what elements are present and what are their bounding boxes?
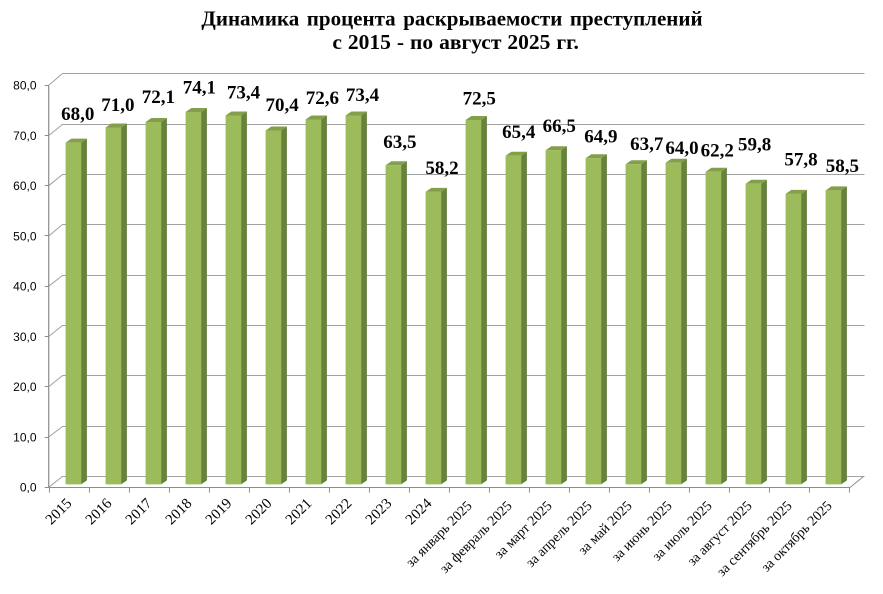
svg-text:58,5: 58,5: [826, 156, 859, 177]
svg-text:73,4: 73,4: [346, 85, 380, 106]
svg-text:60,0: 60,0: [13, 179, 37, 193]
svg-text:20,0: 20,0: [13, 380, 37, 394]
svg-text:66,5: 66,5: [543, 116, 576, 137]
svg-text:63,7: 63,7: [630, 134, 664, 155]
svg-text:63,5: 63,5: [383, 132, 416, 153]
svg-text:62,2: 62,2: [701, 141, 734, 162]
svg-text:80,0: 80,0: [13, 79, 37, 93]
svg-text:с 2015 - по август 2025 гг.: с 2015 - по август 2025 гг.: [332, 30, 578, 54]
svg-text:72,5: 72,5: [463, 88, 496, 109]
svg-text:10,0: 10,0: [13, 430, 37, 444]
svg-text:70,0: 70,0: [13, 129, 37, 143]
svg-text:72,6: 72,6: [306, 88, 339, 109]
svg-text:71,0: 71,0: [101, 95, 134, 116]
svg-text:Динамика процента раскрываемос: Динамика процента раскрываемости преступ…: [201, 6, 702, 30]
svg-text:68,0: 68,0: [61, 104, 94, 125]
svg-text:40,0: 40,0: [13, 280, 37, 294]
svg-text:64,9: 64,9: [584, 127, 617, 148]
svg-text:64,0: 64,0: [665, 138, 698, 159]
svg-text:73,4: 73,4: [227, 82, 261, 103]
svg-text:57,8: 57,8: [784, 149, 817, 170]
svg-text:70,4: 70,4: [265, 95, 299, 116]
svg-text:50,0: 50,0: [13, 229, 37, 243]
svg-text:74,1: 74,1: [183, 78, 216, 99]
svg-text:58,2: 58,2: [425, 158, 458, 179]
svg-text:30,0: 30,0: [13, 330, 37, 344]
svg-text:65,4: 65,4: [502, 122, 536, 143]
svg-text:72,1: 72,1: [142, 87, 175, 108]
svg-text:0,0: 0,0: [20, 481, 37, 495]
svg-text:59,8: 59,8: [738, 135, 771, 156]
